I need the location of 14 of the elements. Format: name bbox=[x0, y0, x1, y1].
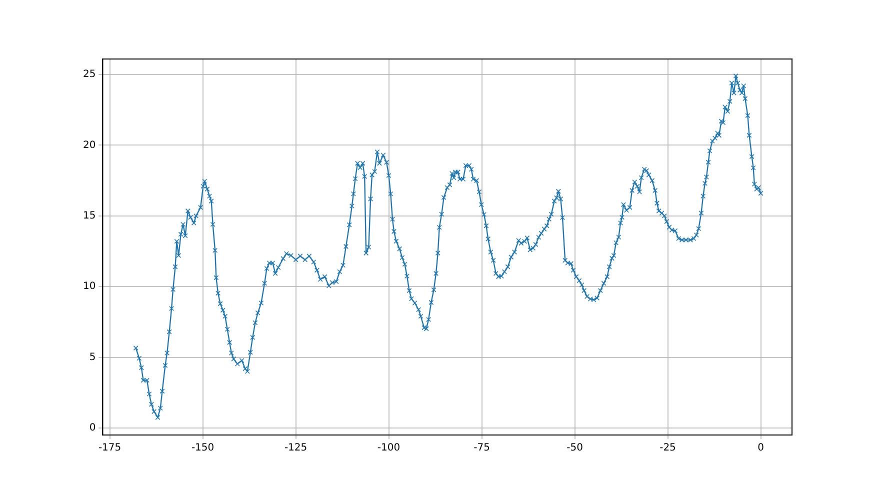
x-tick-label: -125 bbox=[284, 442, 308, 454]
y-tick-label: 5 bbox=[89, 352, 96, 363]
x-tick-label: 0 bbox=[758, 442, 764, 454]
x-tick-label: -25 bbox=[660, 442, 676, 454]
y-tick-label: 25 bbox=[82, 69, 96, 80]
x-tick-label: -100 bbox=[377, 442, 400, 454]
y-tick-label: 0 bbox=[89, 422, 96, 434]
y-tick-label: 10 bbox=[82, 281, 96, 292]
y-tick-label: 15 bbox=[82, 210, 96, 222]
x-tick-label: -150 bbox=[191, 442, 214, 454]
x-tick-label: -50 bbox=[566, 442, 583, 454]
x-tick-label: -175 bbox=[98, 442, 122, 454]
y-tick-label: 20 bbox=[82, 140, 96, 151]
x-tick-label: -75 bbox=[474, 442, 490, 454]
